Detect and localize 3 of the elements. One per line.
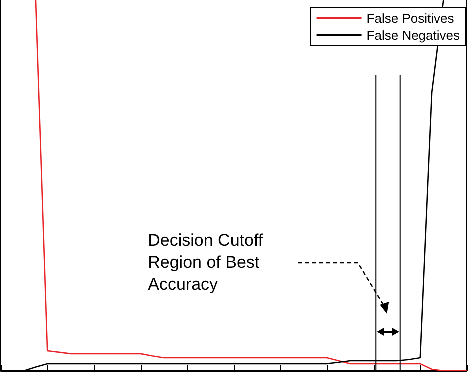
- legend-label: False Negatives: [366, 28, 460, 43]
- legend-label: False Positives: [366, 11, 455, 26]
- annotation: Decision Cutoff Region of Best Accuracy: [148, 230, 264, 296]
